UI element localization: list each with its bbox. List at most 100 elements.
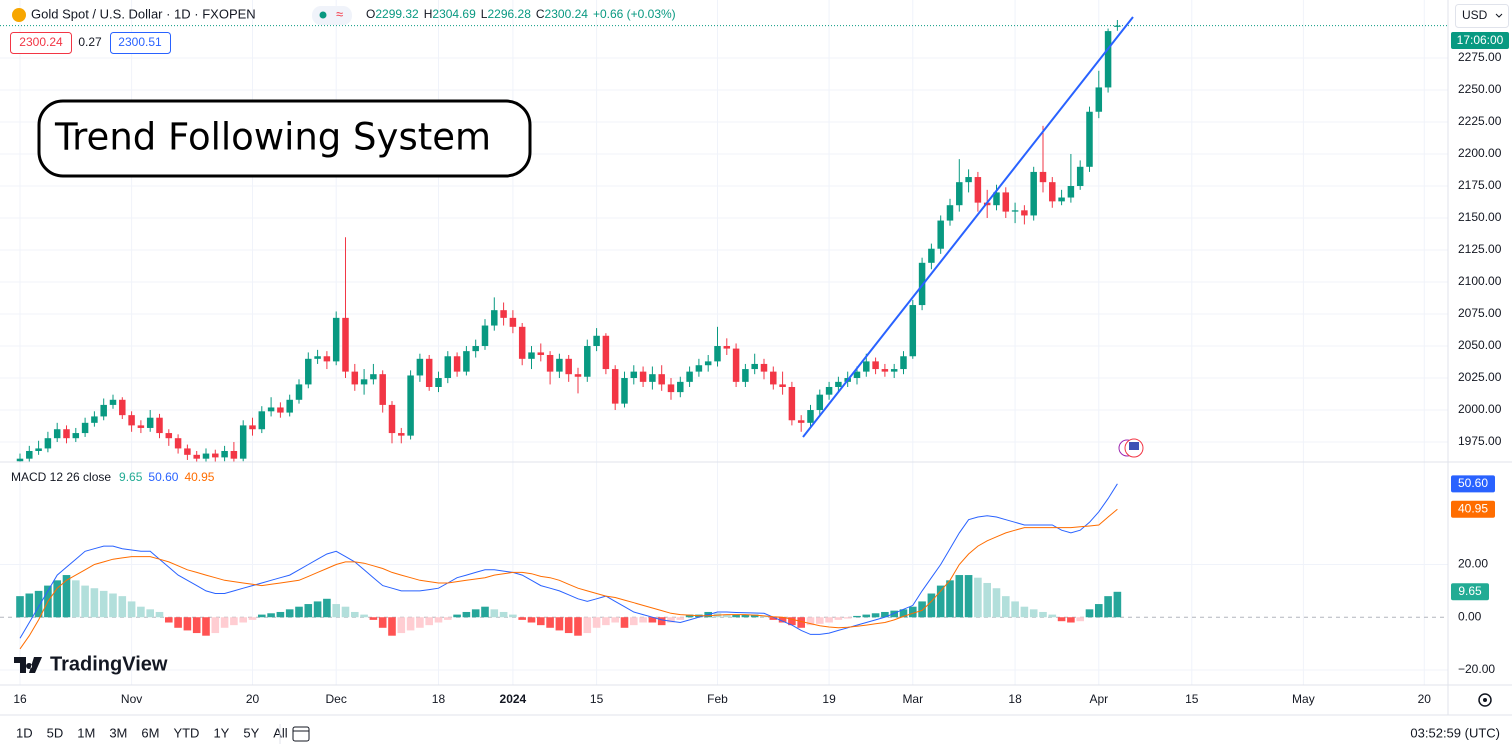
range-button[interactable]: 1Y — [213, 725, 229, 740]
annotation-box[interactable] — [37, 99, 532, 178]
candle-body — [435, 378, 442, 387]
settings-icon[interactable] — [1478, 693, 1492, 707]
candle-body — [584, 346, 591, 377]
histogram-bar — [425, 617, 433, 626]
x-tick-label: May — [1292, 692, 1315, 706]
ohlc-label: L — [481, 7, 488, 21]
indicator-legend: MACD 12 26 close 9.65 50.60 40.95 — [11, 470, 215, 484]
candle-body — [360, 379, 368, 385]
candle-body — [100, 404, 107, 417]
y-tick-label: 2000.00 — [1458, 402, 1502, 416]
candle-body — [72, 433, 80, 439]
histogram-bar — [360, 614, 368, 618]
histogram-bar — [602, 617, 610, 626]
status-icon: ≈ — [336, 6, 343, 21]
histogram-bar — [62, 575, 71, 618]
candle-body — [184, 448, 191, 455]
histogram-bar — [109, 593, 117, 618]
histogram-bar — [462, 611, 471, 618]
candle-body — [323, 356, 331, 362]
candle-body — [881, 369, 889, 372]
y-tick-label: 2025.00 — [1458, 370, 1502, 384]
countdown: 17:06:00 — [1457, 33, 1504, 47]
candle-body — [518, 326, 526, 359]
range-button[interactable]: 5D — [47, 725, 64, 740]
histogram-bar — [574, 617, 582, 636]
histogram-bar — [899, 609, 908, 618]
histogram-bar — [685, 614, 694, 618]
histogram-bar — [1076, 617, 1084, 622]
candle-body — [890, 369, 898, 372]
axis-value-box — [1451, 475, 1495, 493]
histogram-bar — [806, 617, 815, 626]
histogram-value: 9.65 — [119, 470, 143, 484]
histogram-bar — [871, 613, 880, 618]
currency-button[interactable] — [1455, 4, 1509, 28]
range-button[interactable]: 5Y — [243, 725, 259, 740]
logo-text: TradingView — [50, 653, 168, 675]
candle-body — [704, 361, 712, 366]
candle-body — [649, 374, 656, 382]
candle-body — [239, 425, 247, 459]
candle-body — [277, 407, 284, 413]
histogram-bar — [1057, 617, 1066, 622]
indicator-title: MACD 12 26 close — [11, 470, 111, 484]
candle-body — [742, 369, 749, 382]
histogram-bar — [890, 610, 898, 618]
candle-body — [565, 358, 572, 375]
candle-body — [165, 433, 173, 439]
trend-line[interactable] — [802, 16, 1134, 438]
candle-body — [1076, 166, 1084, 187]
histogram-bar — [946, 580, 954, 618]
histogram-bar — [834, 617, 843, 620]
range-button[interactable]: 1M — [77, 725, 95, 740]
y-tick-label: 2250.00 — [1458, 82, 1502, 96]
range-button[interactable]: All — [273, 725, 288, 740]
histogram-bar — [174, 617, 182, 628]
histogram-bar — [992, 588, 1001, 618]
range-button[interactable]: 3M — [109, 725, 127, 740]
sell-button[interactable] — [10, 32, 72, 54]
histogram-bar — [722, 614, 731, 618]
candle-body — [453, 356, 461, 372]
range-button[interactable]: YTD — [173, 725, 199, 740]
histogram-bar — [71, 580, 80, 618]
range-button[interactable]: 1D — [16, 725, 33, 740]
candle-body — [146, 417, 154, 428]
calendar-icon[interactable] — [292, 726, 310, 742]
candle-body — [193, 454, 200, 459]
candle-body — [267, 407, 275, 412]
status-pill[interactable] — [312, 6, 352, 25]
candle-body — [825, 386, 833, 395]
x-tick-label: 18 — [1008, 692, 1022, 706]
x-tick-label: 16 — [13, 692, 27, 706]
histogram-bar — [927, 593, 936, 618]
candle-body — [1021, 210, 1028, 216]
histogram-bar — [211, 617, 220, 634]
range-button[interactable]: 6M — [141, 725, 159, 740]
y-tick-label: 2125.00 — [1458, 242, 1502, 256]
histogram-bar — [313, 601, 322, 618]
candle-body — [797, 420, 805, 423]
candle-body — [900, 356, 907, 370]
logo: TradingView — [14, 653, 168, 675]
settings-icon-core — [1483, 698, 1487, 702]
candle-body — [695, 365, 703, 372]
buy-button[interactable] — [110, 32, 171, 54]
candle-body — [528, 352, 535, 359]
histogram-bar — [248, 617, 257, 620]
countdown-box — [1451, 32, 1509, 49]
currency: USD — [1462, 8, 1488, 22]
candle-body — [398, 433, 405, 436]
candle-body — [1039, 171, 1047, 183]
candle-body — [835, 381, 842, 387]
histogram-bar — [509, 614, 517, 618]
candle-body — [81, 422, 89, 434]
candle-body — [816, 394, 824, 411]
histogram-bar — [276, 611, 285, 618]
candle-body — [119, 399, 126, 416]
symbol-title: Gold Spot / U.S. Dollar · 1D · FXOPEN — [31, 6, 256, 21]
price-pane — [0, 19, 1448, 462]
histogram-bar — [257, 614, 266, 618]
